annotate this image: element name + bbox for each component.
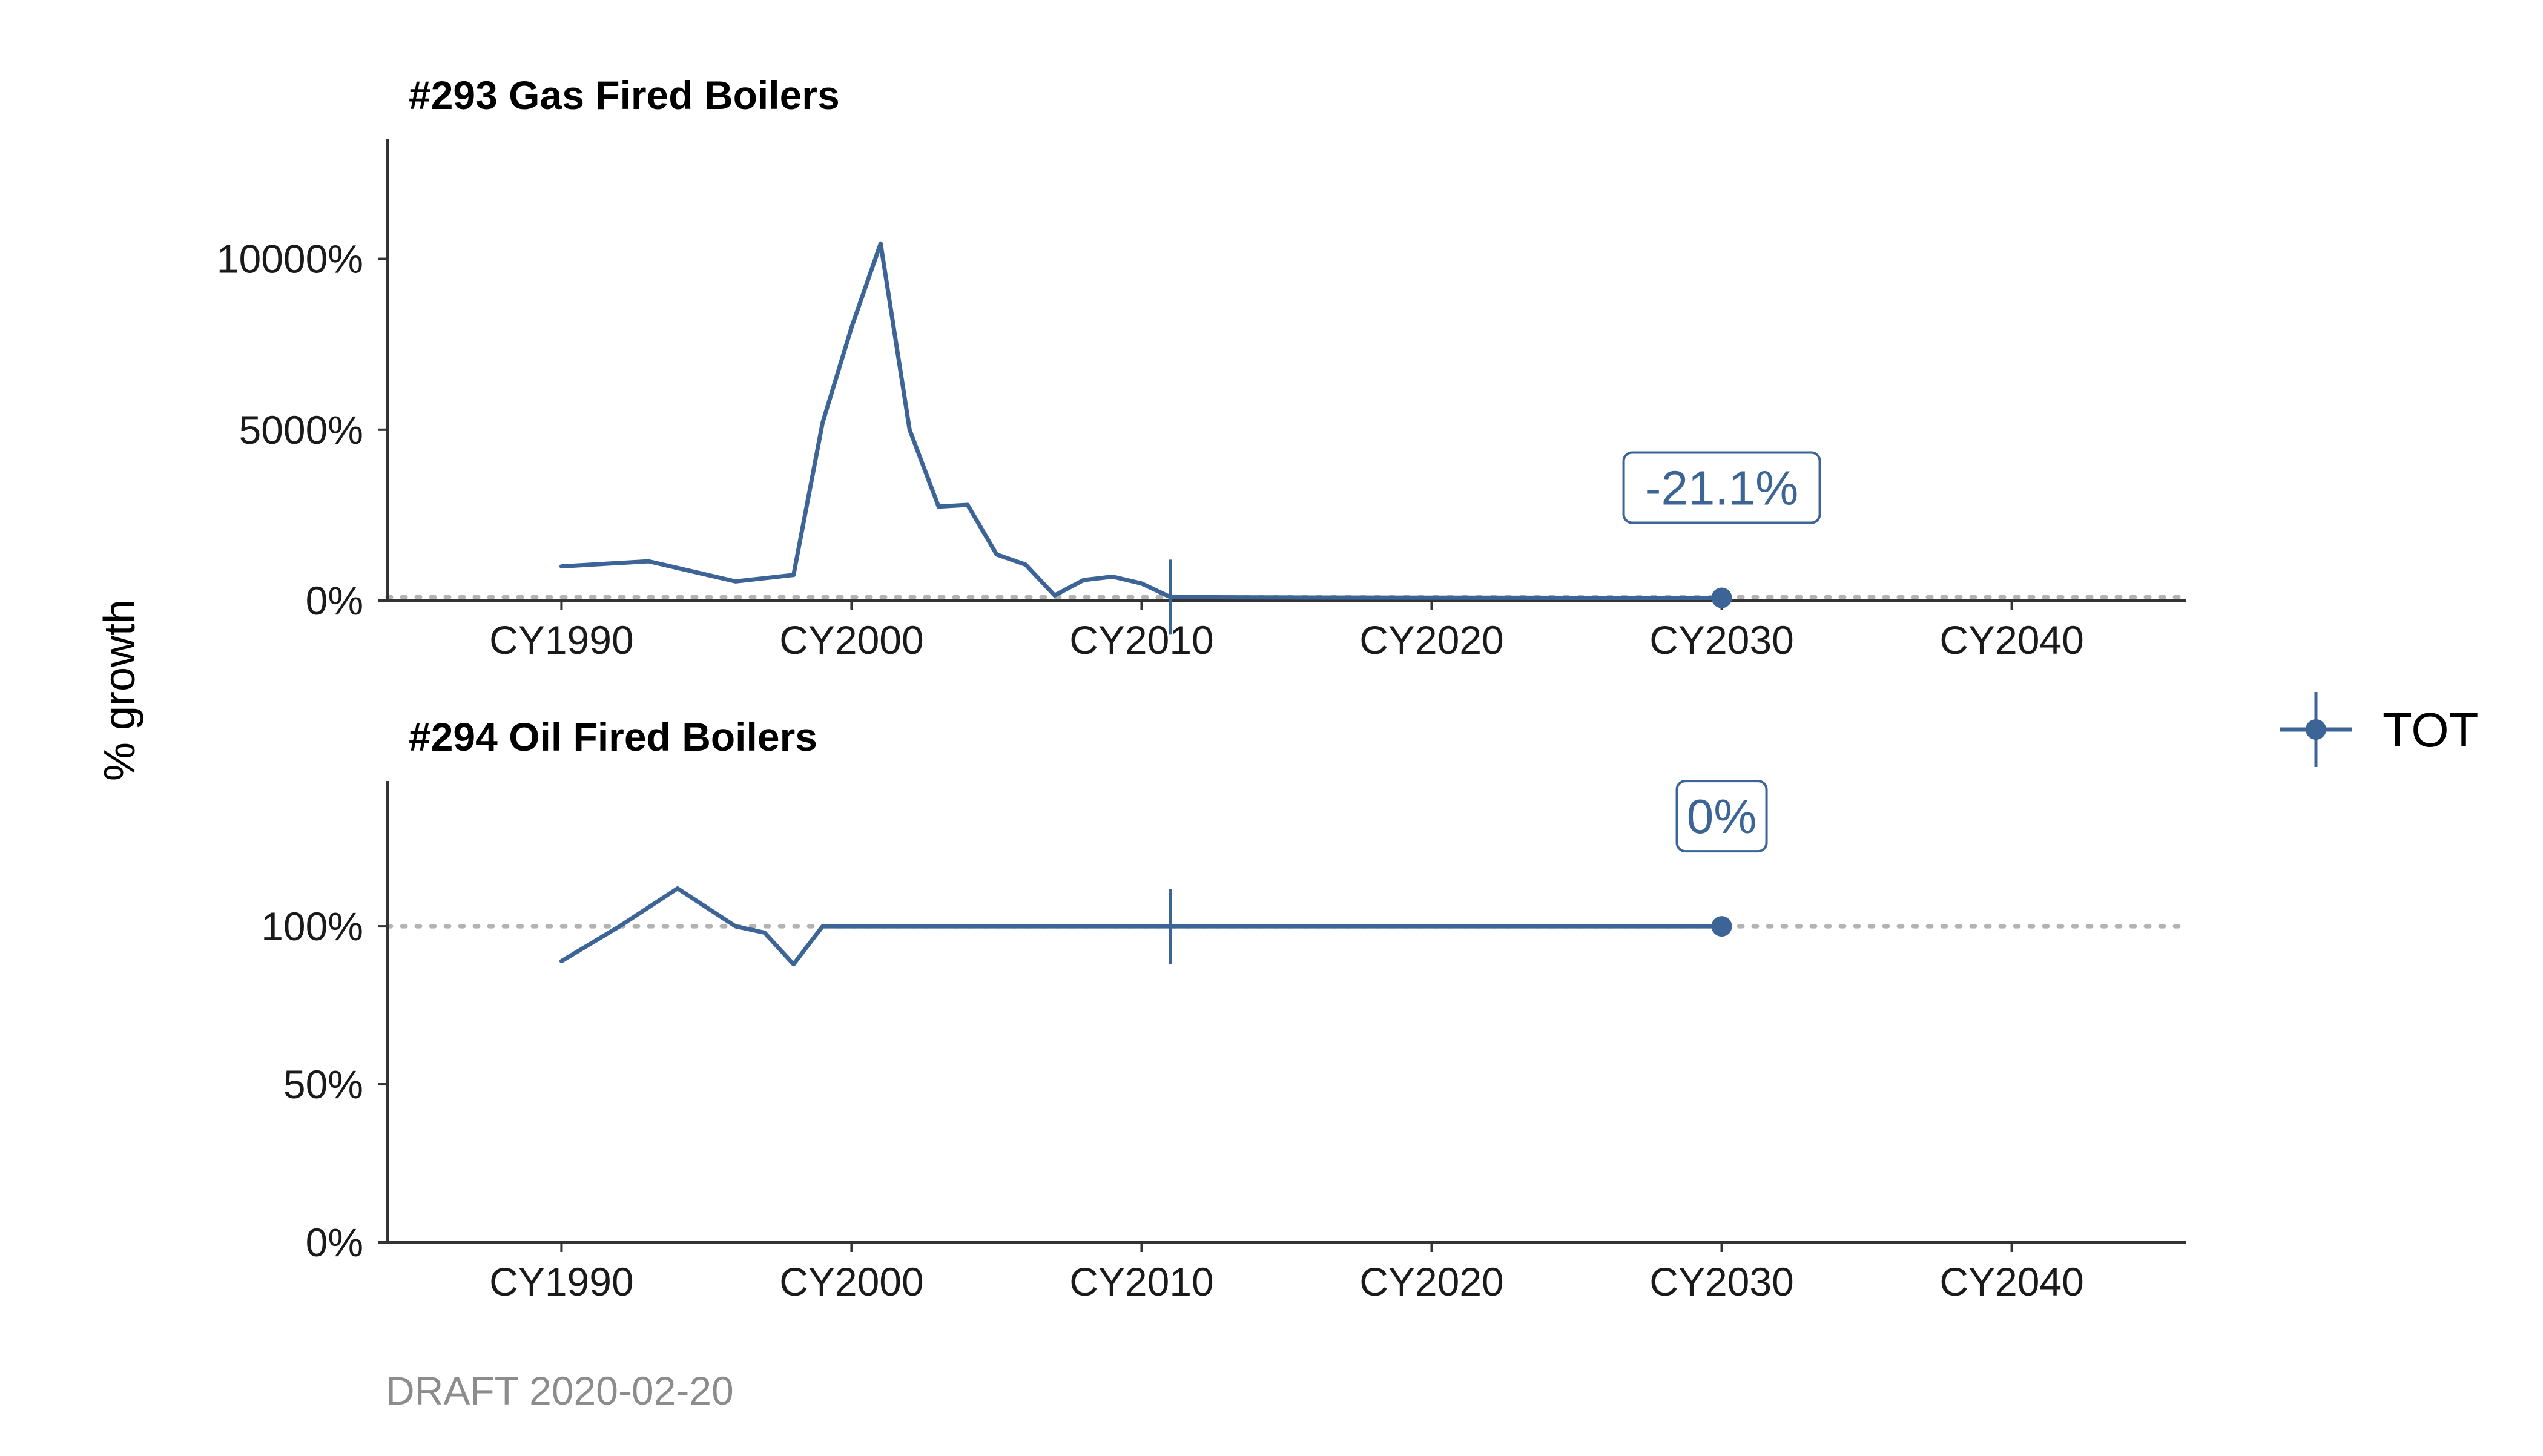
end-label: 0% <box>1687 789 1757 843</box>
end-point <box>1711 916 1732 937</box>
panel-title: #293 Gas Fired Boilers <box>409 73 840 117</box>
x-tick-label: CY2000 <box>779 1259 924 1304</box>
x-tick-label: CY2000 <box>779 618 924 662</box>
x-tick-label: CY2020 <box>1359 1259 1504 1304</box>
end-label-box <box>1622 451 1821 524</box>
panel-title: #294 Oil Fired Boilers <box>409 714 817 759</box>
y-axis-label: % growth <box>96 599 144 781</box>
x-tick-label: CY2030 <box>1649 618 1794 662</box>
y-tick-label: 50% <box>283 1062 363 1107</box>
x-tick-label: CY2040 <box>1939 1259 2084 1304</box>
series-line <box>559 886 1724 967</box>
x-tick-label: CY2030 <box>1649 1259 1794 1304</box>
legend-label: TOT <box>2383 703 2479 757</box>
x-tick-label: CY2010 <box>1069 1259 1214 1304</box>
x-tick-label: CY2020 <box>1359 618 1504 662</box>
y-tick-label: 0% <box>306 1220 363 1265</box>
x-tick-label: CY2010 <box>1069 618 1214 662</box>
panel-1: #293 Gas Fired Boilers CY1990 CY2000 CY2010… <box>217 73 2188 662</box>
series-line <box>559 241 1724 600</box>
y-tick-label: 10000% <box>217 237 363 282</box>
y-tick-label: 0% <box>306 578 363 623</box>
y-tick-label: 100% <box>261 904 363 949</box>
x-tick-label: CY1990 <box>489 1259 634 1304</box>
legend-marker <box>2306 719 2326 740</box>
end-label: -21.1% <box>1645 461 1798 515</box>
end-label-box <box>1675 780 1768 853</box>
draft-note: DRAFT 2020-02-20 <box>386 1368 734 1413</box>
panel-2: #294 Oil Fired Boilers CY1990 CY2000 CY2010… <box>261 714 2188 1304</box>
y-tick-label: 5000% <box>239 407 363 452</box>
x-tick-label: CY2040 <box>1939 618 2084 662</box>
legend: TOT <box>2280 692 2479 767</box>
end-point <box>1711 587 1732 608</box>
x-tick-label: CY1990 <box>489 618 634 662</box>
